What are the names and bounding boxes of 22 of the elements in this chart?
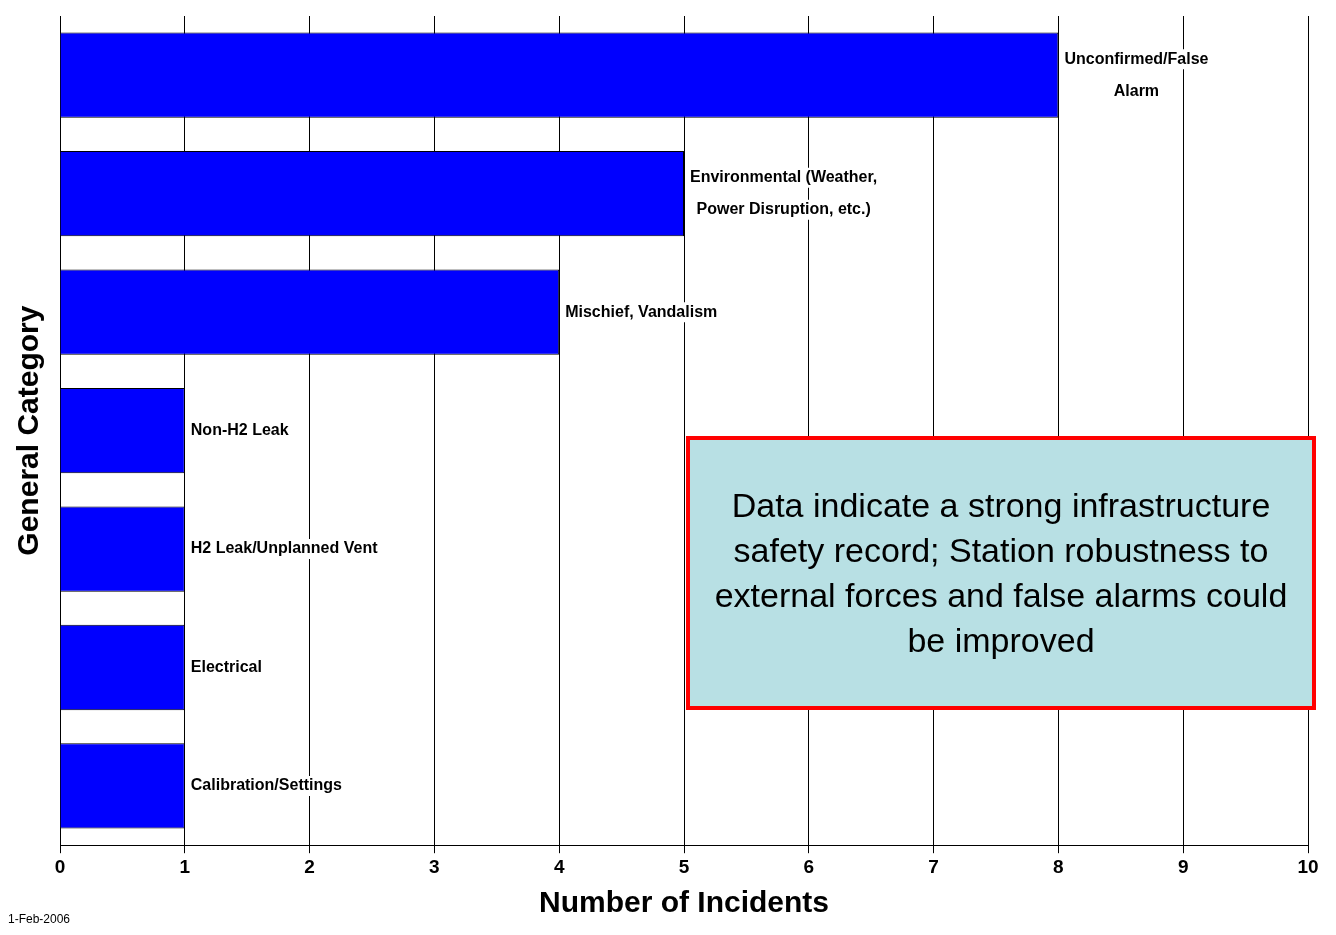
x-tick-label: 10 xyxy=(1297,855,1319,877)
x-tick-label: 0 xyxy=(54,855,66,877)
y-axis-title: General Category xyxy=(11,305,45,556)
x-tick-label: 1 xyxy=(179,855,191,877)
y-tick-label: H2 Leak/Unplanned Vent xyxy=(190,539,379,557)
y-tick-label: Electrical xyxy=(190,657,262,675)
y-tick-label: Environmental (Weather, Power Disruption, etc.) xyxy=(690,168,878,218)
x-tick-label: 9 xyxy=(1177,855,1189,877)
text: 1-Feb-2006 xyxy=(8,912,71,926)
y-tick-label: Mischief, Vandalism xyxy=(565,302,718,320)
callout-box: Data indicate a strong infrastructure safety record; Station robustness to external forces and false alarms could be improved xyxy=(686,436,1316,710)
x-axis-title: Number of Incidents xyxy=(538,885,830,919)
x-tick-label: 2 xyxy=(304,855,315,877)
x-tick-label: 6 xyxy=(803,855,815,877)
y-tick-label: Calibration/Settings xyxy=(190,776,343,794)
y-tick-label: Non-H2 Leak xyxy=(190,421,289,439)
y-tick-label: Unconfirmed/False Alarm xyxy=(1064,49,1209,99)
x-tick-label: 7 xyxy=(928,855,939,877)
x-tick-label: 3 xyxy=(429,855,440,877)
x-tick-label: 4 xyxy=(553,855,565,877)
x-tick-label: 5 xyxy=(678,855,690,877)
x-tick-label: 8 xyxy=(1053,855,1064,877)
